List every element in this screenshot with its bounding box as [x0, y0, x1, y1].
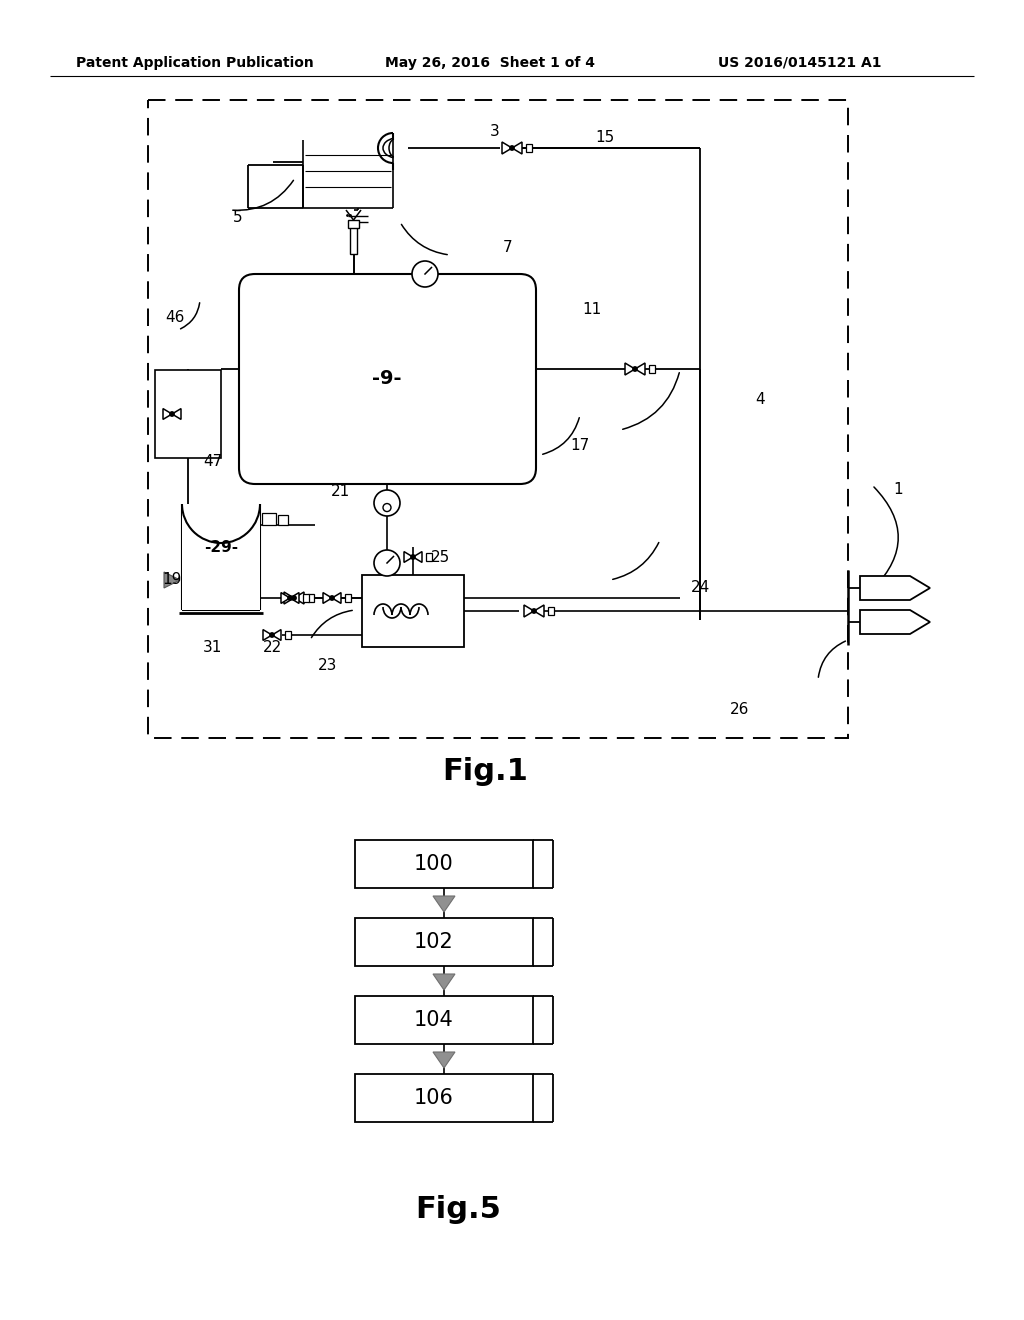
Polygon shape [413, 552, 422, 562]
Text: 3: 3 [490, 124, 500, 140]
Text: 22: 22 [262, 640, 282, 656]
Polygon shape [625, 363, 635, 375]
FancyArrowPatch shape [182, 543, 196, 573]
Bar [262, 513, 276, 525]
Text: 17: 17 [570, 437, 590, 453]
Polygon shape [534, 605, 544, 616]
Circle shape [330, 595, 334, 601]
Text: 25: 25 [430, 550, 450, 565]
Text: 21: 21 [331, 484, 349, 499]
Text: 100: 100 [414, 854, 454, 874]
FancyArrowPatch shape [873, 487, 898, 587]
Circle shape [374, 550, 400, 576]
Polygon shape [649, 366, 655, 374]
Text: 1: 1 [893, 483, 903, 498]
Polygon shape [294, 591, 304, 605]
Polygon shape [404, 552, 413, 562]
Bar [155, 370, 221, 458]
FancyBboxPatch shape [239, 275, 536, 484]
Text: 15: 15 [595, 131, 614, 145]
Text: 23: 23 [318, 657, 338, 672]
Bar [148, 100, 848, 738]
Text: 31: 31 [204, 640, 222, 656]
Polygon shape [172, 409, 181, 420]
Circle shape [292, 595, 296, 601]
Text: 24: 24 [690, 581, 710, 595]
Polygon shape [860, 610, 930, 634]
Text: US 2016/0145121 A1: US 2016/0145121 A1 [718, 55, 882, 70]
Polygon shape [426, 553, 432, 561]
Circle shape [412, 261, 438, 286]
Circle shape [170, 412, 174, 416]
Circle shape [531, 609, 537, 614]
Text: 4: 4 [755, 392, 765, 408]
Text: May 26, 2016  Sheet 1 of 4: May 26, 2016 Sheet 1 of 4 [385, 55, 595, 70]
Circle shape [383, 503, 391, 512]
Bar [355, 1074, 534, 1122]
Polygon shape [332, 593, 341, 603]
Circle shape [288, 595, 292, 601]
Bar [362, 576, 464, 647]
FancyArrowPatch shape [180, 302, 200, 329]
Text: Fig.5: Fig.5 [415, 1196, 501, 1225]
Polygon shape [323, 593, 332, 603]
FancyArrowPatch shape [612, 543, 658, 579]
Polygon shape [284, 591, 294, 605]
Text: 47: 47 [204, 454, 222, 470]
Text: Fig.1: Fig.1 [442, 758, 528, 787]
Polygon shape [164, 572, 180, 587]
Polygon shape [303, 594, 309, 602]
Bar [355, 917, 534, 966]
Bar [355, 997, 534, 1044]
Polygon shape [285, 631, 291, 639]
Text: 7: 7 [503, 240, 513, 256]
Text: 26: 26 [730, 702, 750, 718]
Text: -29-: -29- [204, 540, 238, 554]
Text: 11: 11 [583, 302, 602, 318]
Polygon shape [635, 363, 645, 375]
Text: 46: 46 [165, 310, 184, 326]
Text: -9-: -9- [373, 370, 401, 388]
Circle shape [411, 554, 415, 560]
Polygon shape [263, 630, 272, 640]
FancyArrowPatch shape [818, 642, 846, 677]
Polygon shape [345, 594, 351, 602]
Text: 104: 104 [414, 1010, 454, 1030]
Text: 19: 19 [163, 573, 181, 587]
Bar [278, 515, 288, 525]
Circle shape [269, 632, 274, 638]
Polygon shape [308, 594, 314, 602]
Bar [182, 504, 260, 610]
Polygon shape [433, 1052, 455, 1068]
Polygon shape [502, 143, 512, 154]
Text: 5: 5 [233, 210, 243, 226]
FancyArrowPatch shape [401, 224, 447, 255]
FancyArrowPatch shape [623, 372, 679, 429]
Polygon shape [290, 593, 299, 603]
Polygon shape [281, 593, 290, 603]
Text: Patent Application Publication: Patent Application Publication [76, 55, 314, 70]
Polygon shape [163, 409, 172, 420]
Circle shape [633, 367, 637, 371]
Polygon shape [548, 607, 554, 615]
Circle shape [374, 490, 400, 516]
Polygon shape [524, 605, 534, 616]
Polygon shape [512, 143, 522, 154]
Polygon shape [860, 576, 930, 601]
FancyArrowPatch shape [232, 181, 294, 210]
Circle shape [510, 145, 514, 150]
Polygon shape [272, 630, 281, 640]
Text: 102: 102 [414, 932, 454, 952]
Polygon shape [526, 144, 532, 152]
Polygon shape [433, 974, 455, 990]
Text: 106: 106 [414, 1088, 454, 1107]
FancyArrowPatch shape [543, 417, 580, 454]
Bar [348, 220, 359, 228]
FancyArrowPatch shape [311, 610, 352, 638]
Bar [350, 226, 357, 253]
Bar [355, 840, 534, 888]
Polygon shape [433, 896, 455, 912]
